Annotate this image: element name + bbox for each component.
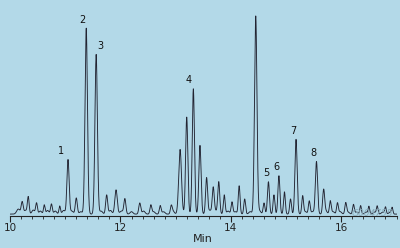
Text: 4: 4 bbox=[186, 75, 192, 85]
Text: G004755: G004755 bbox=[351, 209, 393, 217]
Text: 5: 5 bbox=[263, 168, 269, 178]
Text: 8: 8 bbox=[311, 148, 317, 158]
Text: 3: 3 bbox=[97, 41, 103, 51]
Text: 2: 2 bbox=[79, 15, 86, 25]
Text: 1: 1 bbox=[58, 146, 64, 156]
X-axis label: Min: Min bbox=[193, 234, 213, 244]
Text: 7: 7 bbox=[290, 126, 296, 136]
Text: 6: 6 bbox=[273, 162, 279, 172]
